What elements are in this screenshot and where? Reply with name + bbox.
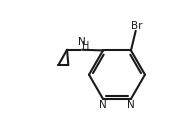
Text: N: N xyxy=(127,100,135,110)
Text: Br: Br xyxy=(131,21,142,31)
Text: H: H xyxy=(82,41,90,51)
Text: N: N xyxy=(99,100,107,110)
Text: N: N xyxy=(78,37,86,47)
